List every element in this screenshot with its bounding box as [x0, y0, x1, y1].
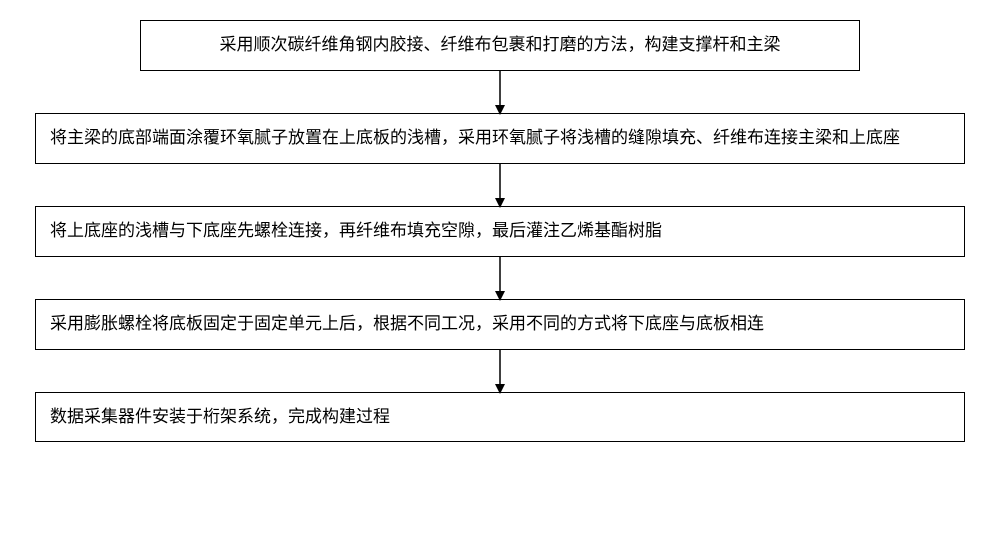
arrow-down-icon [492, 350, 508, 394]
arrow-4 [499, 350, 501, 392]
arrow-1 [499, 71, 501, 113]
arrow-down-icon [492, 164, 508, 208]
step-text-1: 采用顺次碳纤维角钢内胶接、纤维布包裹和打磨的方法，构建支撑杆和主梁 [220, 35, 781, 54]
flowchart-container: 采用顺次碳纤维角钢内胶接、纤维布包裹和打磨的方法，构建支撑杆和主梁 将主梁的底部… [20, 20, 980, 442]
arrow-down-icon [492, 71, 508, 115]
step-text-2: 将主梁的底部端面涂覆环氧腻子放置在上底板的浅槽，采用环氧腻子将浅槽的缝隙填充、纤… [50, 128, 900, 147]
step-box-1: 采用顺次碳纤维角钢内胶接、纤维布包裹和打磨的方法，构建支撑杆和主梁 [140, 20, 860, 71]
arrow-down-icon [492, 257, 508, 301]
step-text-3: 将上底座的浅槽与下底座先螺栓连接，再纤维布填充空隙，最后灌注乙烯基酯树脂 [50, 221, 662, 240]
step-text-5: 数据采集器件安装于桁架系统，完成构建过程 [50, 407, 390, 426]
arrow-2 [499, 164, 501, 206]
step-text-4: 采用膨胀螺栓将底板固定于固定单元上后，根据不同工况，采用不同的方式将下底座与底板… [50, 314, 764, 333]
step-box-5: 数据采集器件安装于桁架系统，完成构建过程 [35, 392, 965, 443]
step-box-3: 将上底座的浅槽与下底座先螺栓连接，再纤维布填充空隙，最后灌注乙烯基酯树脂 [35, 206, 965, 257]
step-box-2: 将主梁的底部端面涂覆环氧腻子放置在上底板的浅槽，采用环氧腻子将浅槽的缝隙填充、纤… [35, 113, 965, 164]
step-box-4: 采用膨胀螺栓将底板固定于固定单元上后，根据不同工况，采用不同的方式将下底座与底板… [35, 299, 965, 350]
arrow-3 [499, 257, 501, 299]
